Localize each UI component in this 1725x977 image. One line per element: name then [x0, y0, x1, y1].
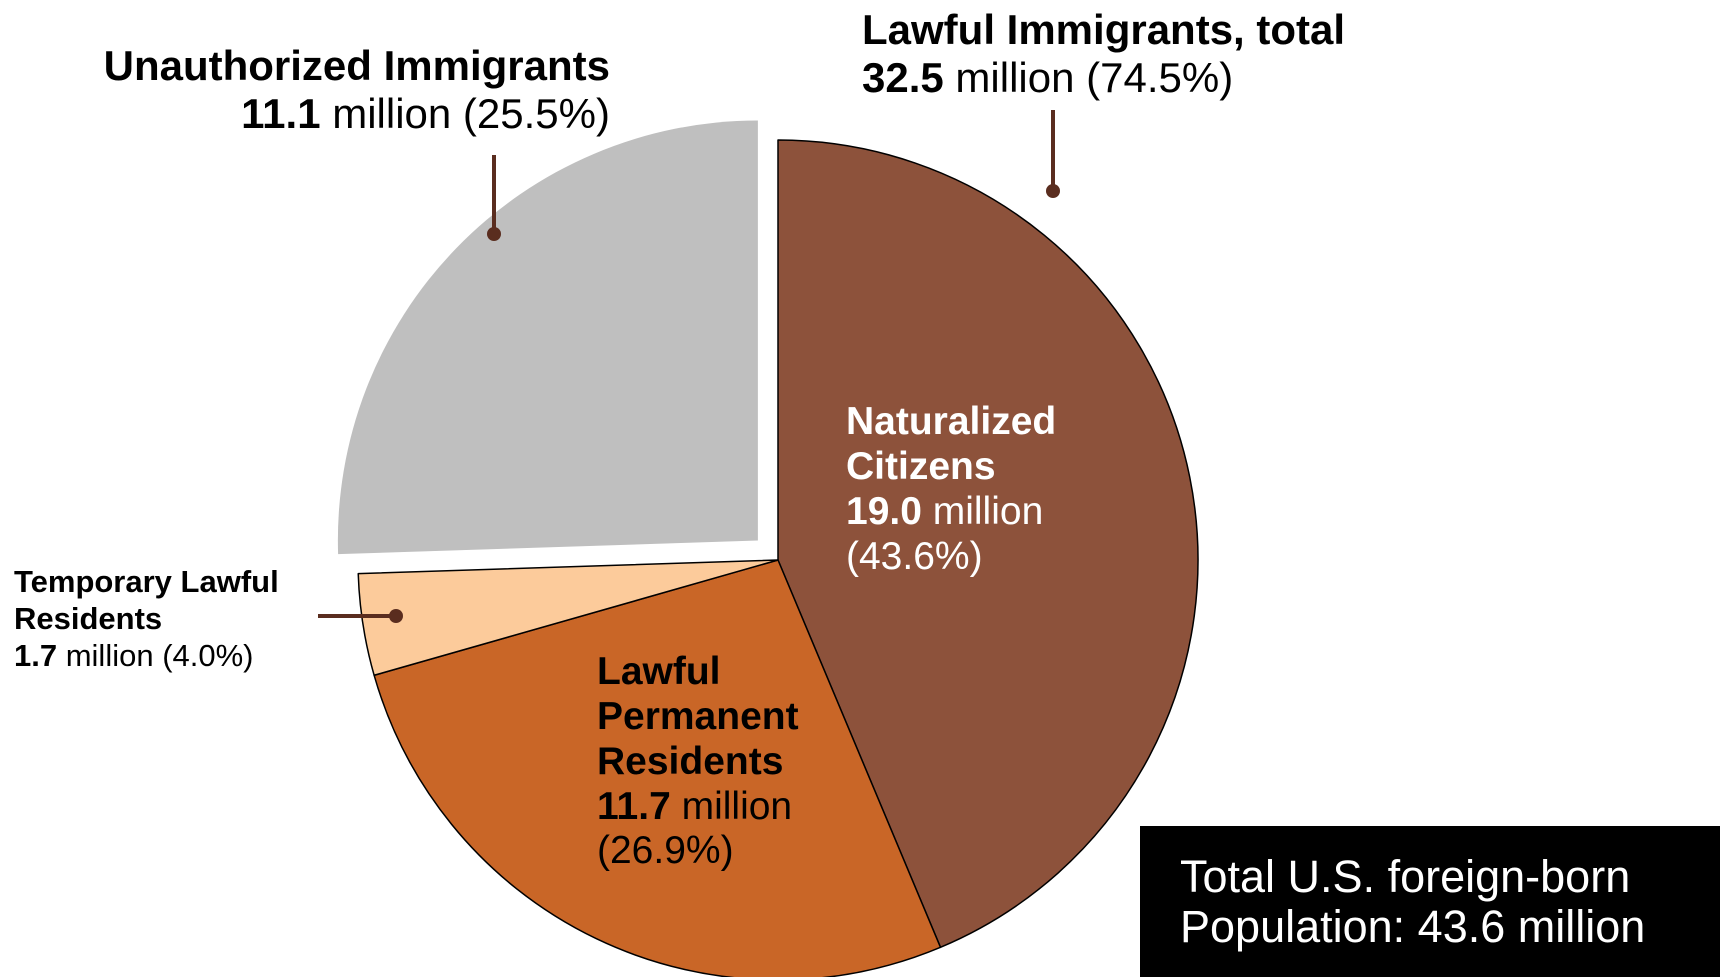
label-unauthorized-value: 11.1 — [241, 90, 321, 138]
label-temporary-value: 1.7 — [14, 638, 58, 674]
leader-lawful-total — [1046, 110, 1060, 198]
total-population-box: Total U.S. foreign-born Population: 43.6… — [1140, 826, 1720, 977]
label-unauthorized: Unauthorized Immigrants 11.1 million (25… — [30, 42, 610, 139]
leader-lawful-total-dot — [1046, 184, 1060, 198]
leader-temporary-dot — [389, 609, 403, 623]
label-permanent-name-3: Residents — [597, 739, 784, 783]
label-naturalized-name-1: Naturalized — [846, 400, 1057, 443]
label-temporary-value-line: 1.7 million (4.0%) — [14, 637, 354, 674]
label-permanent-rest: million — [670, 784, 793, 828]
leader-unauthorized-dot — [487, 227, 501, 241]
label-permanent-value-line: 11.7 million — [597, 785, 857, 830]
label-unauthorized-value-line: 11.1 million (25.5%) — [30, 90, 610, 138]
label-naturalized: Naturalized Citizens 19.0 million (43.6%… — [846, 400, 1146, 579]
label-naturalized-pct: (43.6%) — [846, 534, 983, 578]
label-permanent-value: 11.7 — [597, 784, 671, 828]
label-naturalized-name-2: Citizens — [846, 444, 996, 488]
label-naturalized-value: 19.0 — [846, 489, 922, 533]
label-naturalized-rest: million — [921, 489, 1044, 533]
label-temporary-name-1: Temporary Lawful — [14, 564, 279, 599]
label-lawful-total-value: 32.5 — [862, 54, 944, 102]
leader-temporary — [318, 609, 403, 623]
label-naturalized-value-line: 19.0 million — [846, 490, 1146, 535]
label-temporary-rest: million (4.0%) — [57, 638, 254, 674]
label-lawful-total-rest: million (74.5%) — [943, 54, 1234, 102]
label-unauthorized-name: Unauthorized Immigrants — [103, 42, 610, 89]
pie-slice-temporary-lawful-residents — [357, 559, 779, 677]
label-permanent-name-1: Lawful — [597, 650, 721, 693]
label-unauthorized-rest: million (25.5%) — [320, 90, 610, 138]
label-permanent: Lawful Permanent Residents 11.7 million … — [597, 650, 857, 874]
label-lawful-total: Lawful Immigrants, total 32.5 million (7… — [862, 6, 1512, 103]
label-lawful-total-name: Lawful Immigrants, total — [862, 6, 1346, 53]
pie-slice-unauthorized-immigrants — [337, 120, 758, 555]
label-temporary-name-2: Residents — [14, 601, 163, 637]
label-permanent-pct: (26.9%) — [597, 829, 734, 873]
label-lawful-total-value-line: 32.5 million (74.5%) — [862, 54, 1512, 102]
total-box-line-1: Total U.S. foreign-born — [1180, 851, 1631, 902]
label-permanent-name-2: Permanent — [597, 694, 799, 738]
leader-unauthorized — [487, 155, 501, 241]
total-box-line-2: Population: 43.6 million — [1180, 901, 1646, 953]
pie-slice-lawful-permanent-residents — [373, 559, 942, 977]
pie-slice-naturalized-citizens — [777, 139, 1199, 949]
label-temporary: Temporary Lawful Residents 1.7 million (… — [14, 563, 354, 675]
